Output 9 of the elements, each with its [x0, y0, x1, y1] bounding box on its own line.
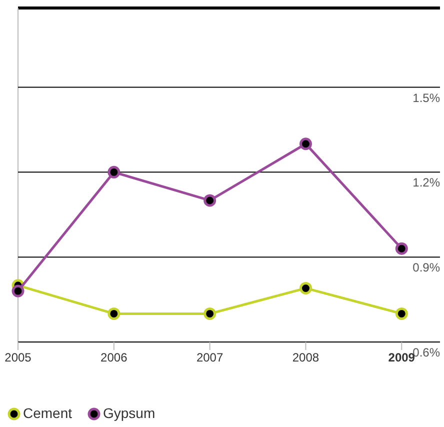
x-tick-label: 2007 — [196, 350, 224, 365]
x-tick-label: 2006 — [100, 350, 128, 365]
x-tick-label: 2005 — [4, 350, 32, 365]
y-tick-label: 1.5% — [412, 90, 440, 105]
legend-label: Gypsum — [103, 405, 156, 421]
x-tick-label: 2008 — [292, 350, 320, 365]
y-tick-label: 0.9% — [412, 260, 440, 275]
legend-label: Cement — [23, 405, 72, 421]
y-tick-label: 1.2% — [412, 176, 440, 190]
